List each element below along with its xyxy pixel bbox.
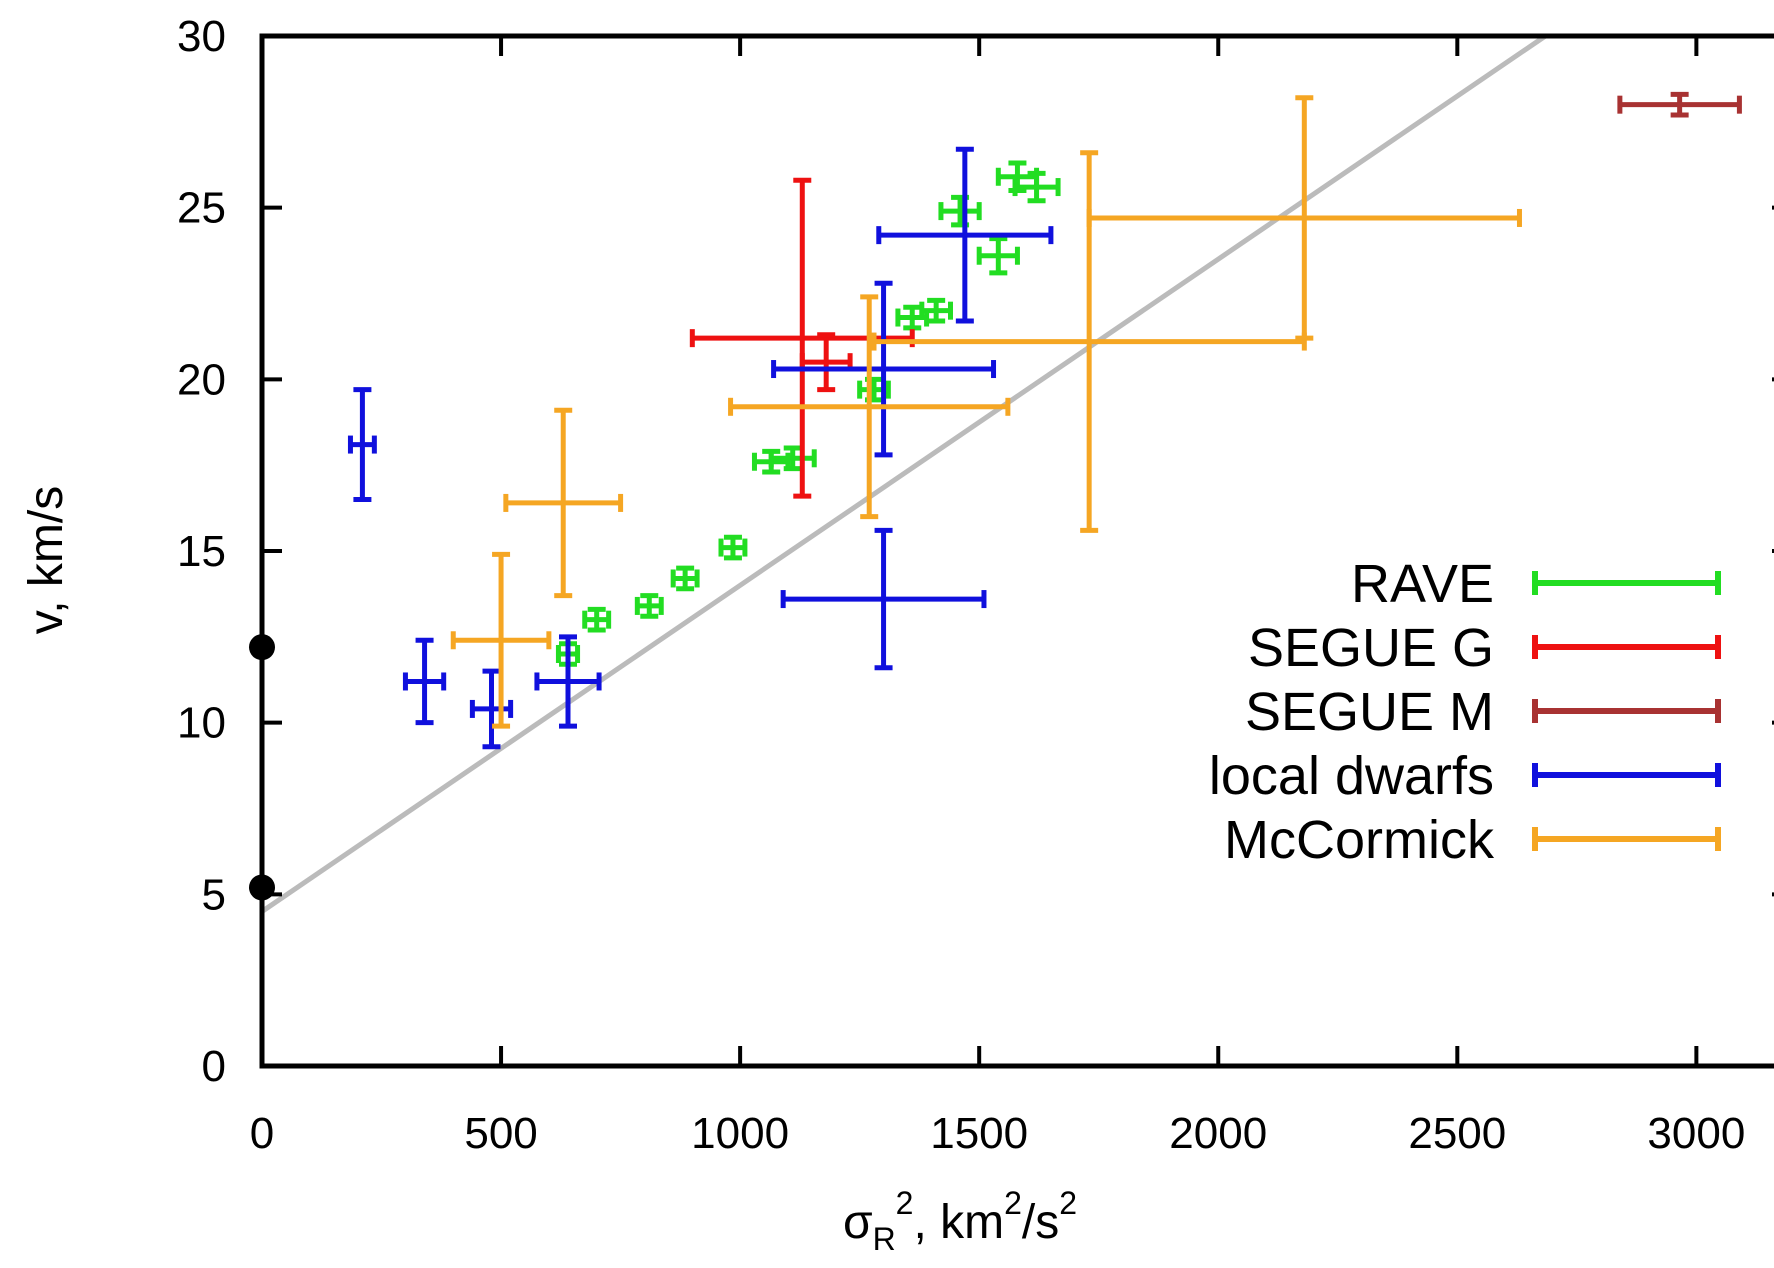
data-point [503, 407, 624, 599]
data-point [857, 376, 891, 403]
data-point [1012, 170, 1061, 204]
legend-swatch [1532, 763, 1721, 787]
y-tick-label: 5 [202, 870, 226, 919]
data-point [634, 593, 664, 619]
legend-swatch [1532, 699, 1721, 723]
data-point [534, 634, 602, 729]
series-segue-m [1617, 91, 1742, 118]
series-mccormick [450, 95, 1522, 729]
y-tick-label: 10 [177, 699, 226, 748]
data-point [450, 551, 552, 729]
x-tick-label: 2000 [1169, 1109, 1267, 1158]
legend-label: local dwarfs [1209, 746, 1494, 806]
y-tick-label: 25 [177, 184, 226, 233]
legend-item: SEGUE M [1245, 682, 1721, 742]
x-tick-label: 2500 [1408, 1109, 1506, 1158]
legend-item: local dwarfs [1209, 746, 1721, 806]
data-point [1086, 95, 1522, 341]
x-tick-label: 0 [250, 1109, 274, 1158]
legend-label: SEGUE G [1248, 618, 1494, 678]
legend-item: McCormick [1224, 810, 1721, 870]
data-point [469, 668, 514, 750]
legend-item: RAVE [1351, 554, 1721, 614]
y-tick-label: 20 [177, 355, 226, 404]
y-axis-label: v, km/s [20, 486, 73, 634]
data-point [670, 565, 700, 592]
x-tick-label: 1500 [930, 1109, 1028, 1158]
data-point [582, 606, 612, 633]
series-local-dwarfs [347, 146, 1054, 750]
data-point [780, 527, 987, 671]
data-point [976, 236, 1020, 276]
legend-label: SEGUE M [1245, 682, 1494, 742]
y-tick-label: 30 [177, 12, 226, 61]
legend-label: McCormick [1224, 810, 1495, 870]
legend-swatch [1532, 827, 1721, 851]
data-point [768, 445, 817, 472]
data-point [402, 637, 447, 726]
legend-swatch [1532, 635, 1721, 659]
data-point [919, 297, 953, 324]
data-point [718, 534, 748, 561]
data-point [728, 294, 1011, 520]
x-tick-label: 3000 [1647, 1109, 1745, 1158]
legend-label: RAVE [1351, 554, 1494, 614]
x-tick-label: 1000 [691, 1109, 789, 1158]
data-point [799, 332, 853, 393]
legend-swatch [1532, 571, 1721, 595]
fit-line [260, 33, 1547, 914]
series-rave [555, 160, 1061, 667]
data-point [771, 280, 997, 458]
x-tick-label: 500 [464, 1109, 537, 1158]
data-point [347, 387, 377, 502]
y-tick-label: 0 [202, 1042, 226, 1091]
x-axis-label: σR2, km2/s2 [843, 1185, 1077, 1257]
data-point [1617, 91, 1742, 118]
data-point [938, 194, 982, 228]
legend-item: SEGUE G [1248, 618, 1721, 678]
data-point [876, 146, 1054, 324]
y-tick-label: 15 [177, 527, 226, 576]
